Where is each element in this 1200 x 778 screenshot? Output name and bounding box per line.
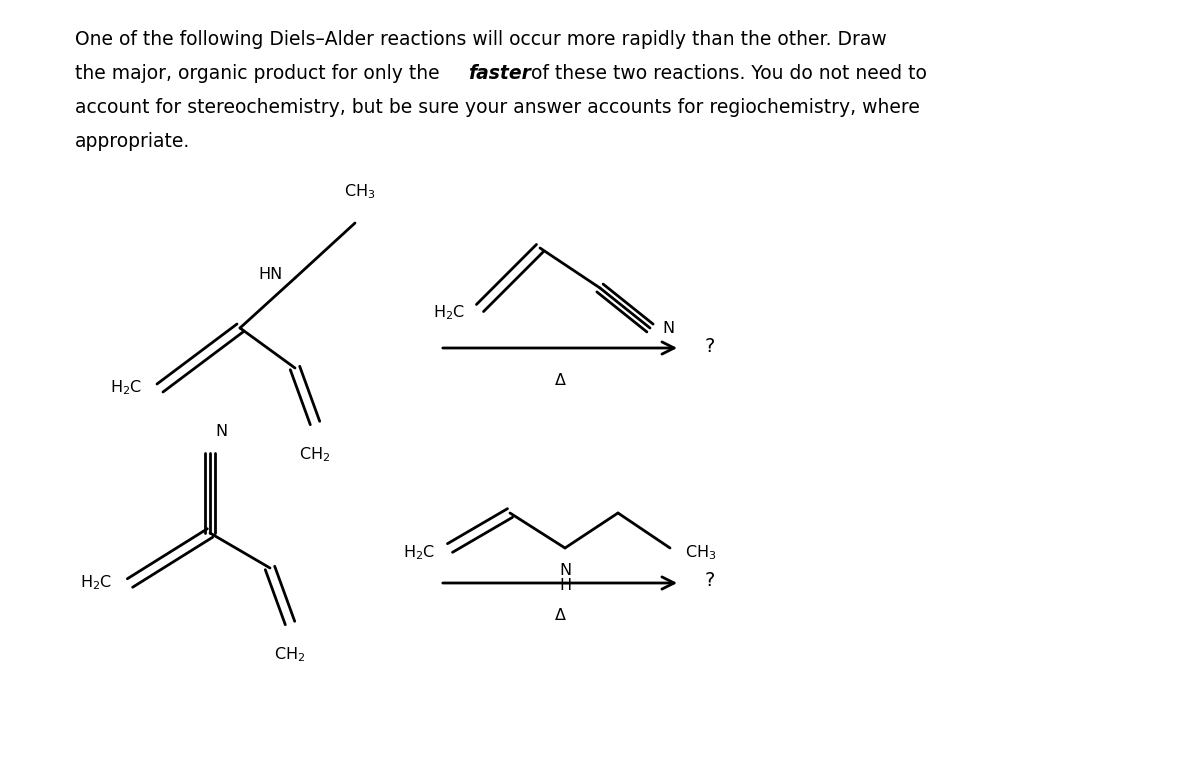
Text: the major, organic product for only the: the major, organic product for only the — [74, 64, 445, 83]
Text: CH$_2$: CH$_2$ — [275, 645, 306, 664]
Text: H$_2$C: H$_2$C — [433, 303, 466, 322]
Text: N: N — [559, 563, 571, 578]
Text: N: N — [215, 424, 227, 439]
Text: faster: faster — [468, 64, 530, 83]
Text: ?: ? — [706, 572, 715, 591]
Text: Δ: Δ — [554, 373, 565, 388]
Text: H: H — [559, 578, 571, 593]
Text: account for stereochemistry, but be sure your answer accounts for regiochemistry: account for stereochemistry, but be sure… — [74, 98, 920, 117]
Text: HN: HN — [259, 267, 283, 282]
Text: of these two reactions. You do not need to: of these two reactions. You do not need … — [526, 64, 926, 83]
Text: appropriate.: appropriate. — [74, 132, 191, 151]
Text: One of the following Diels–Alder reactions will occur more rapidly than the othe: One of the following Diels–Alder reactio… — [74, 30, 887, 49]
Text: Δ: Δ — [554, 608, 565, 623]
Text: H$_2$C: H$_2$C — [110, 379, 142, 398]
Text: H$_2$C: H$_2$C — [80, 573, 112, 592]
Text: N: N — [662, 321, 674, 335]
Text: H$_2$C: H$_2$C — [403, 544, 436, 562]
Text: CH$_2$: CH$_2$ — [299, 445, 331, 464]
Text: ?: ? — [706, 337, 715, 356]
Text: CH$_3$: CH$_3$ — [685, 544, 716, 562]
Text: CH$_3$: CH$_3$ — [344, 182, 376, 201]
